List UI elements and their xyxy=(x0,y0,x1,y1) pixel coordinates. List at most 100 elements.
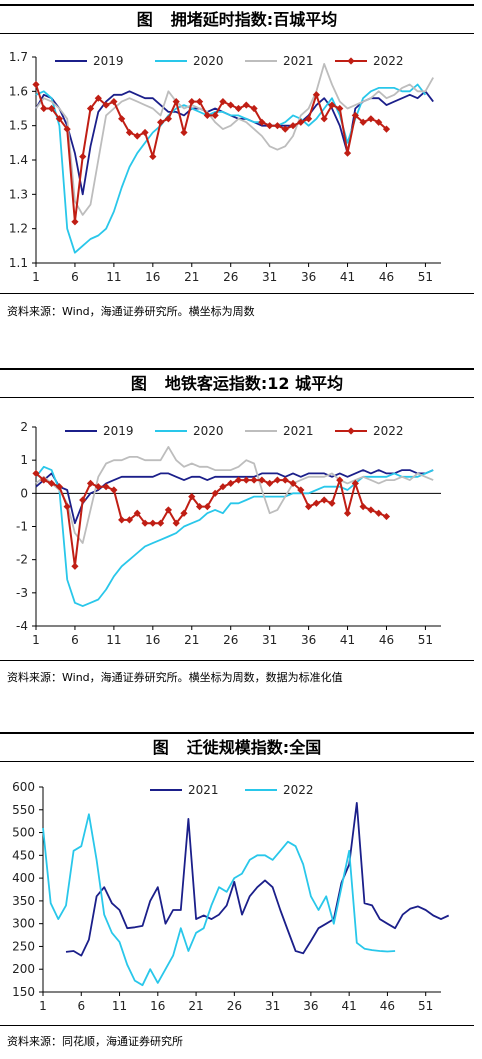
series-point-2022 xyxy=(195,503,204,511)
x-tick-label: 6 xyxy=(71,633,79,647)
series-point-2022 xyxy=(110,486,118,494)
series-point-2022 xyxy=(219,483,227,491)
x-tick-label: 41 xyxy=(340,633,355,647)
series-point-2022 xyxy=(203,111,211,119)
y-tick-label: 1.5 xyxy=(9,119,28,133)
series-point-2022 xyxy=(164,115,173,123)
series-point-2022 xyxy=(258,476,266,484)
series-point-2022 xyxy=(110,98,118,106)
series-point-2022 xyxy=(304,115,313,123)
figure-prefix: 图 xyxy=(130,374,147,393)
series-point-2022 xyxy=(351,111,359,119)
series-point-2022 xyxy=(133,132,141,140)
series-point-2022 xyxy=(242,476,250,484)
y-tick-label: 1.3 xyxy=(9,187,28,201)
legend-label-2022: 2022 xyxy=(373,424,404,438)
series-point-2022 xyxy=(289,122,297,130)
series-point-2022 xyxy=(47,479,56,487)
chart-title: 图迁徙规模指数:全国 xyxy=(0,732,474,762)
series-point-2022 xyxy=(55,483,63,491)
y-tick-label: 2 xyxy=(20,420,28,434)
series-point-2022 xyxy=(266,122,274,130)
x-tick-label: 46 xyxy=(379,633,394,647)
series-point-2022 xyxy=(320,496,328,504)
series-point-2022 xyxy=(273,122,282,130)
series-point-2022 xyxy=(32,80,40,89)
series-point-2022 xyxy=(343,149,352,157)
y-tick-label: 200 xyxy=(12,962,35,976)
series-point-2022 xyxy=(281,125,289,133)
series-point-2022 xyxy=(125,128,134,137)
x-tick-label: 26 xyxy=(223,270,238,284)
legend-marker-2022 xyxy=(347,427,355,435)
y-tick-label: -3 xyxy=(16,586,28,600)
series-line-2022 xyxy=(35,84,388,223)
series-point-2022 xyxy=(258,118,266,126)
series-point-2022 xyxy=(141,128,149,137)
series-point-2022 xyxy=(375,509,383,517)
series-point-2022 xyxy=(79,152,87,161)
figure-prefix: 图 xyxy=(136,10,153,29)
series-point-2022 xyxy=(102,483,110,491)
x-tick-label: 36 xyxy=(301,633,316,647)
series-point-2022 xyxy=(359,503,367,511)
series-point-2022 xyxy=(312,499,320,507)
y-tick-label: 1.7 xyxy=(9,50,28,64)
y-tick-label: 1.6 xyxy=(9,84,28,98)
series-point-2022 xyxy=(86,479,95,487)
divider xyxy=(0,293,474,294)
divider xyxy=(0,1025,474,1026)
y-tick-label: 1.4 xyxy=(9,153,28,167)
legend-label-2021: 2021 xyxy=(188,783,219,797)
series-line-2020 xyxy=(35,83,427,254)
series-point-2022 xyxy=(336,104,344,113)
x-tick-label: 6 xyxy=(77,999,85,1013)
legend-label-2020: 2020 xyxy=(193,424,224,438)
series-point-2022 xyxy=(219,98,227,106)
y-tick-label: 300 xyxy=(12,917,35,931)
series-point-2022 xyxy=(297,486,305,494)
x-tick-label: 51 xyxy=(418,270,433,284)
series-point-2022 xyxy=(266,479,274,487)
series-line-2021 xyxy=(35,445,434,544)
y-tick-label: 450 xyxy=(12,848,35,862)
series-line-2022 xyxy=(35,472,387,568)
y-tick-label: 150 xyxy=(12,985,35,999)
x-tick-label: 21 xyxy=(184,270,199,284)
x-tick-label: 16 xyxy=(145,270,160,284)
series-point-2022 xyxy=(382,512,391,521)
y-tick-label: 0 xyxy=(20,486,28,500)
series-point-2022 xyxy=(312,91,320,99)
series-point-2022 xyxy=(86,104,95,113)
series-point-2022 xyxy=(281,476,289,484)
x-tick-label: 36 xyxy=(303,999,318,1013)
y-tick-label: 1 xyxy=(20,453,28,467)
series-point-2022 xyxy=(102,101,110,109)
x-tick-label: 6 xyxy=(71,270,79,284)
x-tick-label: 41 xyxy=(342,999,357,1013)
series-point-2022 xyxy=(328,101,336,109)
y-tick-label: 550 xyxy=(12,803,35,817)
x-tick-label: 26 xyxy=(223,633,238,647)
series-point-2022 xyxy=(172,98,180,106)
series-point-2022 xyxy=(40,476,48,484)
figure-prefix: 图 xyxy=(152,738,169,757)
series-point-2022 xyxy=(359,118,367,126)
series-point-2022 xyxy=(211,111,219,119)
legend-label-2019: 2019 xyxy=(93,54,124,68)
series-point-2022 xyxy=(94,483,102,491)
series-point-2022 xyxy=(328,499,336,507)
series-point-2022 xyxy=(375,118,383,126)
series-point-2022 xyxy=(289,479,297,487)
series-point-2022 xyxy=(367,115,375,123)
series-point-2022 xyxy=(242,101,250,109)
y-tick-label: 350 xyxy=(12,894,35,908)
divider xyxy=(0,660,474,661)
y-tick-label: 250 xyxy=(12,939,35,953)
chart-title-text: 地铁客运指数:12 城平均 xyxy=(164,374,344,393)
series-point-2022 xyxy=(343,509,352,517)
x-tick-label: 26 xyxy=(227,999,242,1013)
series-point-2022 xyxy=(336,476,344,484)
legend-label-2022: 2022 xyxy=(373,54,404,68)
source-note: 资料来源：Wind，海通证券研究所。横坐标为周数 xyxy=(7,305,255,318)
